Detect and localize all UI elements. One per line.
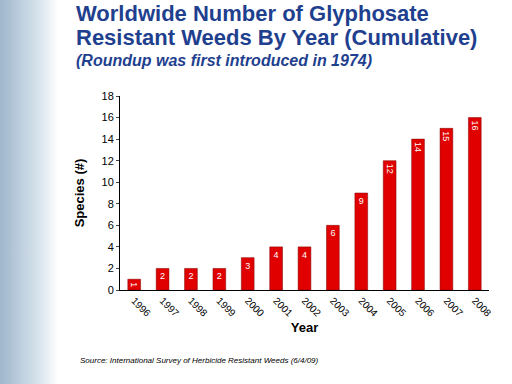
svg-text:1996: 1996 <box>129 295 153 319</box>
svg-text:12: 12 <box>102 155 114 167</box>
svg-text:Species (#): Species (#) <box>72 159 87 228</box>
svg-text:2002: 2002 <box>300 295 324 319</box>
svg-text:1999: 1999 <box>214 295 238 319</box>
svg-text:2: 2 <box>217 271 222 281</box>
html-text:(Roundup was first introduced: (Roundup was first introduced in 1974) <box>76 52 372 69</box>
svg-text:2007: 2007 <box>441 295 465 319</box>
svg-text:2005: 2005 <box>385 295 409 319</box>
svg-text:0: 0 <box>108 284 114 296</box>
svg-text:14: 14 <box>413 142 423 152</box>
svg-text:4: 4 <box>108 241 114 253</box>
svg-text:6: 6 <box>108 219 114 231</box>
svg-text:8: 8 <box>108 198 114 210</box>
svg-text:2004: 2004 <box>356 295 380 319</box>
svg-text:10: 10 <box>102 176 114 188</box>
svg-text:9: 9 <box>359 196 364 206</box>
html-text:Worldwide Number of Glyphosate: Worldwide Number of Glyphosate Resistant… <box>76 1 478 50</box>
svg-text:2008: 2008 <box>470 295 494 319</box>
svg-text:4: 4 <box>302 250 307 260</box>
svg-text:2: 2 <box>108 262 114 274</box>
svg-text:18: 18 <box>102 90 114 102</box>
svg-text:2: 2 <box>188 271 193 281</box>
svg-text:2000: 2000 <box>243 295 267 319</box>
svg-text:4: 4 <box>274 250 279 260</box>
svg-text:1998: 1998 <box>186 295 210 319</box>
svg-text:3: 3 <box>245 261 250 271</box>
svg-text:15: 15 <box>441 131 451 141</box>
svg-text:16: 16 <box>102 111 114 123</box>
svg-text:Year: Year <box>291 320 318 335</box>
svg-text:2: 2 <box>160 271 165 281</box>
svg-text:2003: 2003 <box>328 295 352 319</box>
svg-text:6: 6 <box>330 228 335 238</box>
html-text:Source: International Survey o: Source: International Survey of Herbicid… <box>80 356 319 365</box>
svg-text:1997: 1997 <box>158 295 182 319</box>
svg-text:14: 14 <box>102 133 114 145</box>
svg-text:2006: 2006 <box>413 295 437 319</box>
svg-text:12: 12 <box>385 164 395 174</box>
svg-text:16: 16 <box>470 121 480 131</box>
svg-text:2001: 2001 <box>271 295 295 319</box>
svg-text:1: 1 <box>129 282 139 287</box>
